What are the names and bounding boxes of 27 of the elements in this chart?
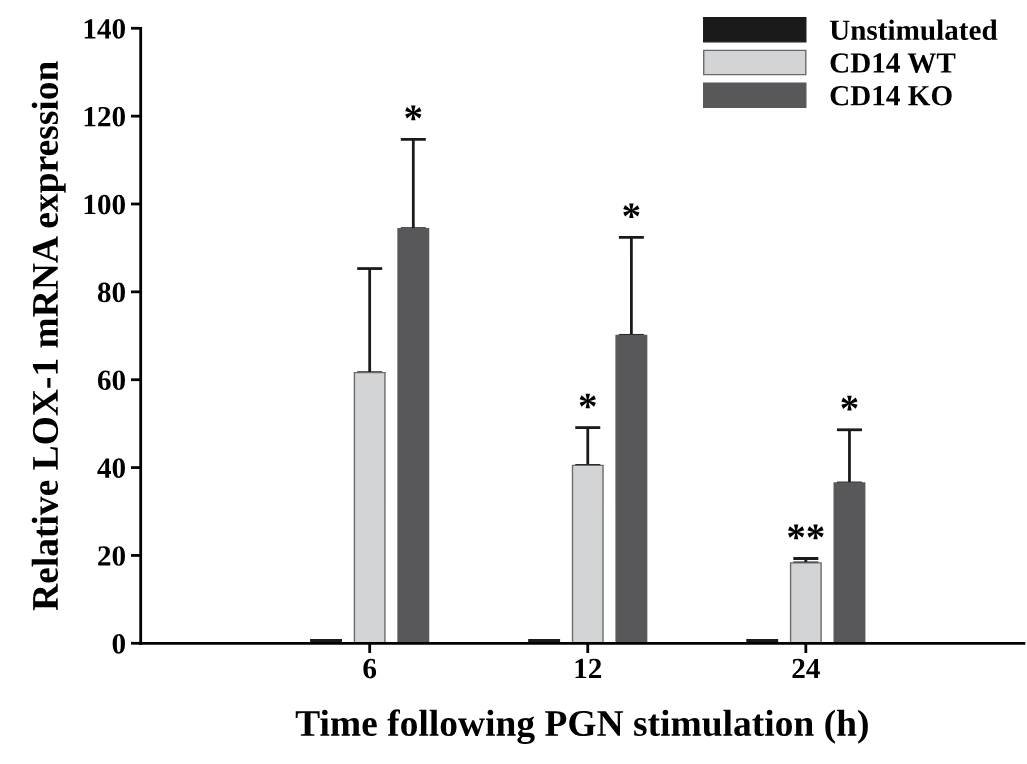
bar [789, 562, 822, 644]
annotation: * [405, 105, 422, 121]
y-axis-title: Relative LOX-1 mRNA expression [31, 61, 66, 611]
annotation: * [623, 203, 640, 219]
x-tick-label: 24 [792, 658, 820, 679]
y-tick-label: 40 [97, 458, 125, 478]
legend-label: CD14 WT [830, 53, 956, 73]
x-tick-label: 6 [363, 658, 377, 679]
bar [397, 227, 430, 644]
bar [615, 334, 648, 644]
bar [353, 371, 386, 644]
annotation: ** [788, 524, 824, 540]
y-tick-label: 0 [112, 634, 125, 654]
annotation: * [579, 393, 596, 409]
bar [571, 464, 604, 644]
y-tick-label: 60 [97, 370, 125, 391]
y-tick-label: 120 [84, 106, 125, 127]
legend-label: CD14 KO [830, 85, 952, 106]
y-tick-label: 100 [84, 194, 125, 215]
y-tick-label: 140 [84, 18, 125, 39]
y-tick-label: 20 [98, 546, 125, 566]
annotation: * [841, 395, 858, 411]
y-tick-label: 80 [97, 282, 125, 303]
x-axis-title: Time following PGN stimulation (h) [295, 709, 868, 744]
bar [833, 482, 866, 644]
x-tick-label: 12 [575, 658, 602, 679]
legend-label: Unstimulated [829, 19, 998, 41]
